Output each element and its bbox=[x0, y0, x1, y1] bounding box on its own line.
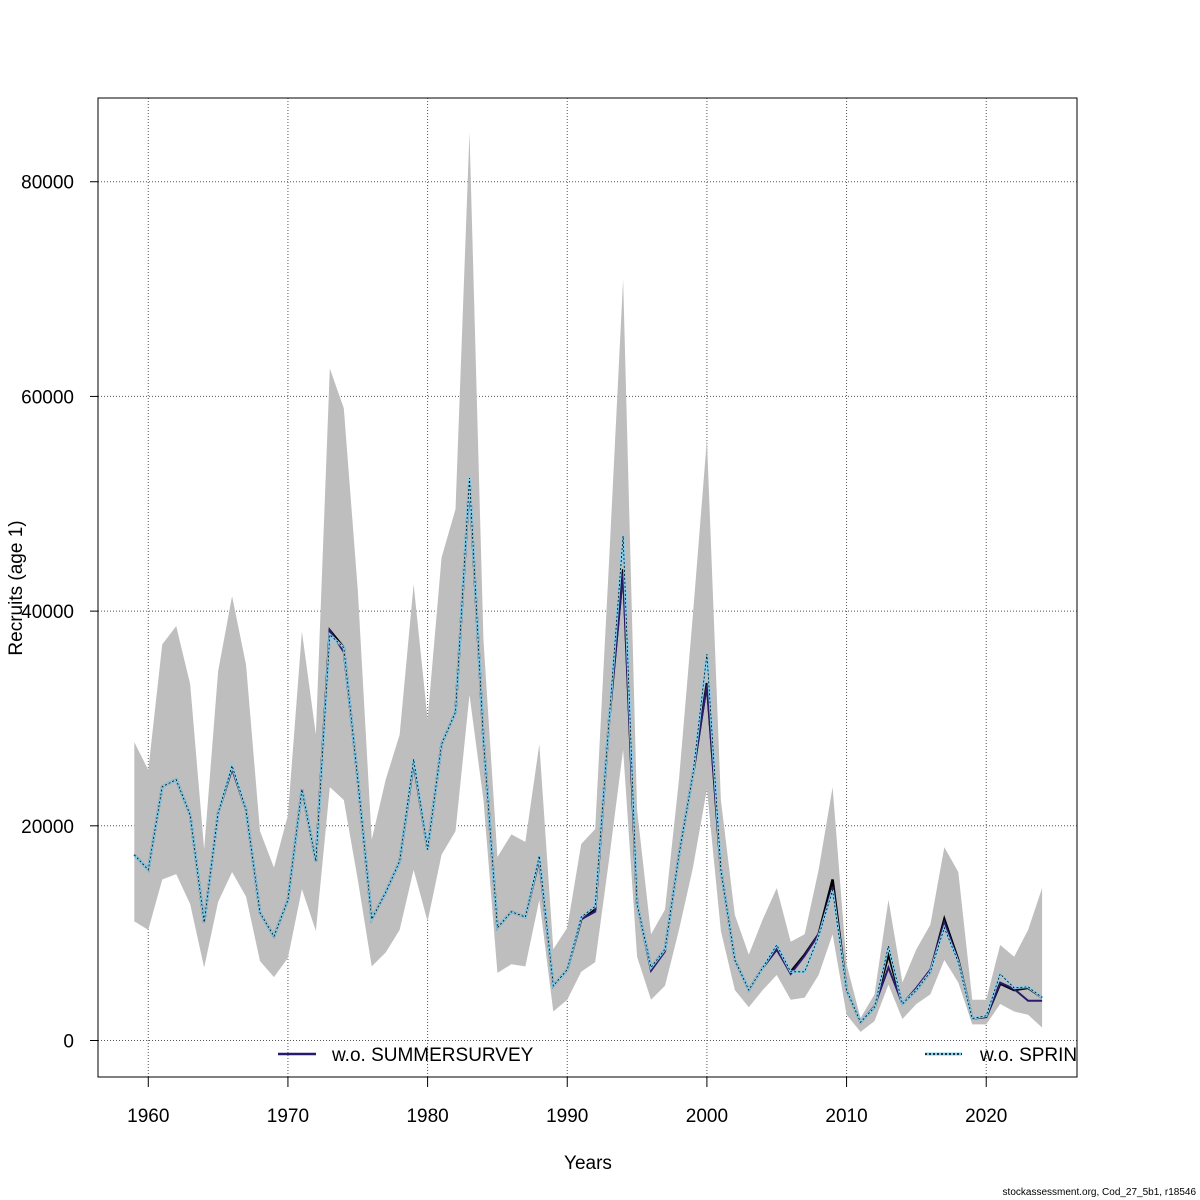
y-axis-label: Recruits (age 1) bbox=[6, 520, 27, 655]
series-lines bbox=[133, 477, 1043, 1025]
y-tick-label: 40000 bbox=[21, 602, 74, 623]
x-axis: 1960 1970 1980 1990 2000 2010 2020 bbox=[127, 1077, 1007, 1127]
series-line-spring-dots bbox=[134, 477, 1043, 1023]
grid bbox=[98, 98, 1077, 1077]
x-tick-label: 2020 bbox=[965, 1106, 1007, 1127]
confidence-band bbox=[134, 132, 1043, 1032]
x-tick-label: 1990 bbox=[546, 1106, 588, 1127]
legend: w.o. SUMMERSURVEY w.o. SPRIN bbox=[278, 1045, 1077, 1066]
y-tick-label: 20000 bbox=[21, 817, 74, 838]
y-axis: 0 20000 40000 60000 80000 bbox=[21, 173, 98, 1053]
x-tick-label: 1960 bbox=[127, 1106, 169, 1127]
x-tick-label: 2010 bbox=[825, 1106, 867, 1127]
x-tick-label: 1970 bbox=[267, 1106, 309, 1127]
y-tick-label: 60000 bbox=[21, 387, 74, 408]
x-tick-label: 2000 bbox=[686, 1106, 728, 1127]
x-axis-label: Years bbox=[564, 1153, 612, 1174]
legend-label-spring: w.o. SPRIN bbox=[979, 1045, 1077, 1066]
y-tick-label: 80000 bbox=[21, 173, 74, 194]
legend-label-summer: w.o. SUMMERSURVEY bbox=[331, 1045, 534, 1066]
confidence-band-area bbox=[134, 132, 1043, 1032]
y-tick-label: 0 bbox=[63, 1032, 74, 1053]
x-tick-label: 1980 bbox=[406, 1106, 448, 1127]
plot-frame bbox=[97, 97, 1078, 1078]
footer-credit: stockassessment.org, Cod_27_5b1, r18546 bbox=[1003, 1187, 1197, 1198]
